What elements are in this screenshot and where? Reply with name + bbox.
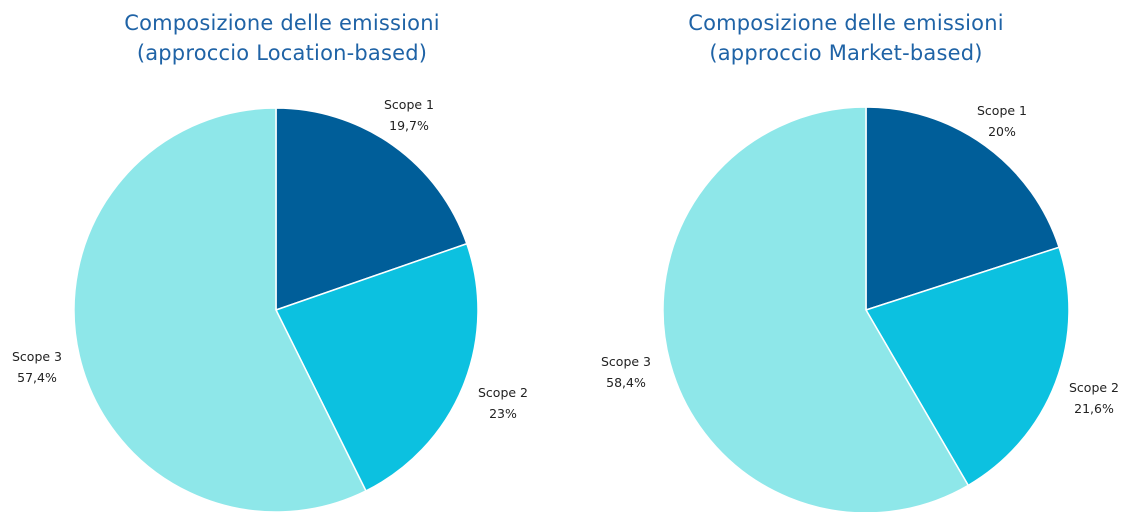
pie-chart: Scope 1 19,7% Scope 2 23% Scope 3 57,4% — [12, 97, 528, 512]
slice-value-label: 58,4% — [606, 375, 646, 390]
pie-slice-scope-1 — [865, 106, 1061, 312]
slice-value-label: 57,4% — [17, 370, 57, 385]
chart-title: Composizione delle emissioni — [688, 11, 1004, 35]
slice-label: Scope 2 — [478, 385, 528, 400]
slice-value-label: 19,7% — [389, 118, 429, 133]
slice-label: Scope 3 — [601, 354, 651, 369]
slice-label: Scope 2 — [1069, 380, 1119, 395]
chart-subtitle: (approccio Location-based) — [136, 41, 428, 65]
slice-value-label: 23% — [489, 406, 517, 421]
pie-slice-scope-3 — [662, 106, 970, 512]
pie-slice-scope-1 — [275, 107, 468, 312]
pie-slice-scope-2 — [274, 242, 479, 492]
slice-label: Scope 3 — [12, 349, 62, 364]
chart-subtitle: (approccio Market-based) — [709, 41, 983, 65]
slice-label: Scope 1 — [384, 97, 434, 112]
slice-value-label: 21,6% — [1074, 401, 1114, 416]
chart-location-based: Composizione delle emissioni (approccio … — [12, 11, 528, 512]
pie-chart: Scope 1 20% Scope 2 21,6% Scope 3 58,4% — [601, 103, 1119, 512]
chart-title: Composizione delle emissioni — [124, 11, 440, 35]
slice-label: Scope 1 — [977, 103, 1027, 118]
slice-value-label: 20% — [988, 124, 1016, 139]
chart-market-based: Composizione delle emissioni (approccio … — [564, 0, 1128, 512]
pie-slice-scope-2 — [864, 246, 1070, 487]
